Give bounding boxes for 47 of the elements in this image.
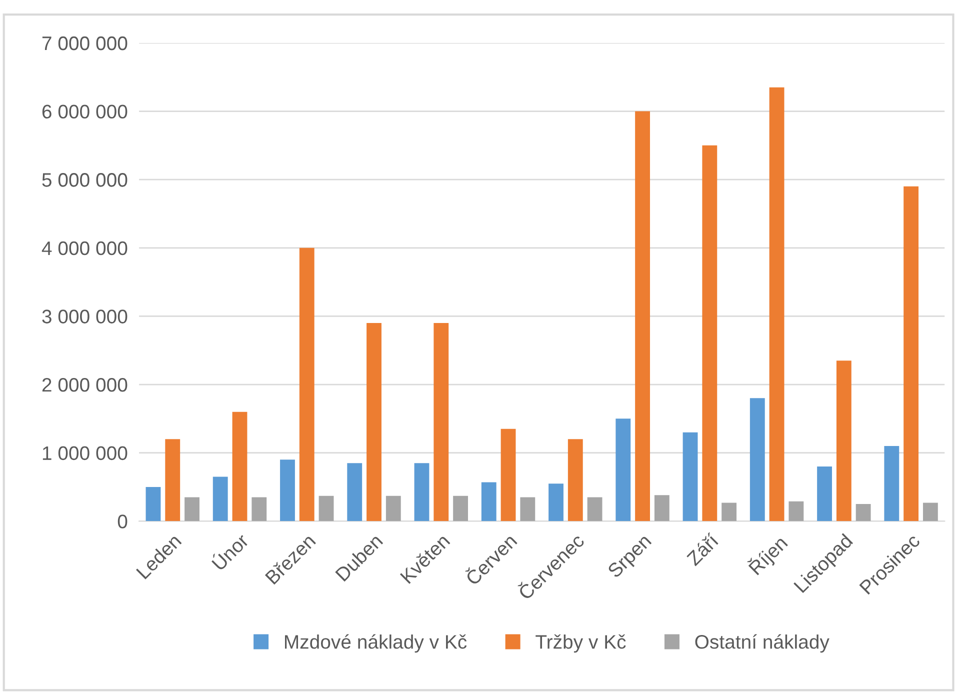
bar (280, 460, 295, 522)
y-tick-label: 0 (118, 514, 128, 528)
bar (702, 145, 718, 522)
bar (453, 496, 468, 522)
bar (769, 87, 784, 522)
y-tick-label: 2 000 000 (42, 378, 128, 392)
legend-label: Tržby v Kč (536, 634, 626, 653)
bar (212, 476, 228, 522)
bar (682, 432, 698, 522)
bar (347, 463, 362, 522)
bar (414, 463, 430, 522)
bar (165, 439, 180, 522)
bar (750, 398, 765, 522)
bar (904, 186, 919, 522)
bar (635, 111, 650, 522)
bar (654, 495, 670, 522)
bar (232, 412, 248, 522)
bar (184, 497, 200, 522)
bar (722, 502, 737, 522)
bar (366, 323, 382, 522)
bar (587, 497, 602, 522)
bar (434, 323, 449, 522)
bar (481, 482, 496, 522)
bar (548, 484, 564, 522)
bar (146, 486, 161, 522)
y-tick-label: 5 000 000 (42, 173, 128, 187)
bar (252, 497, 267, 522)
y-tick-label: 1 000 000 (42, 446, 128, 460)
bar (836, 360, 852, 522)
bar (299, 248, 314, 522)
y-tick-label: 6 000 000 (42, 104, 128, 119)
bar (386, 496, 401, 522)
bar (616, 418, 631, 522)
bar (318, 496, 334, 522)
bar (788, 501, 804, 522)
legend-label: Mzdové náklady v Kč (285, 634, 467, 653)
y-tick-label: 7 000 000 (42, 36, 128, 50)
y-tick-label: 4 000 000 (42, 241, 128, 256)
bar (817, 466, 832, 522)
bar (520, 497, 536, 522)
bar (568, 439, 583, 522)
legend-label: Ostatní náklady (695, 634, 830, 653)
bar (856, 504, 871, 522)
bar (500, 428, 516, 522)
bar (922, 502, 938, 522)
bar (884, 446, 900, 522)
y-tick-label: 3 000 000 (42, 310, 128, 324)
